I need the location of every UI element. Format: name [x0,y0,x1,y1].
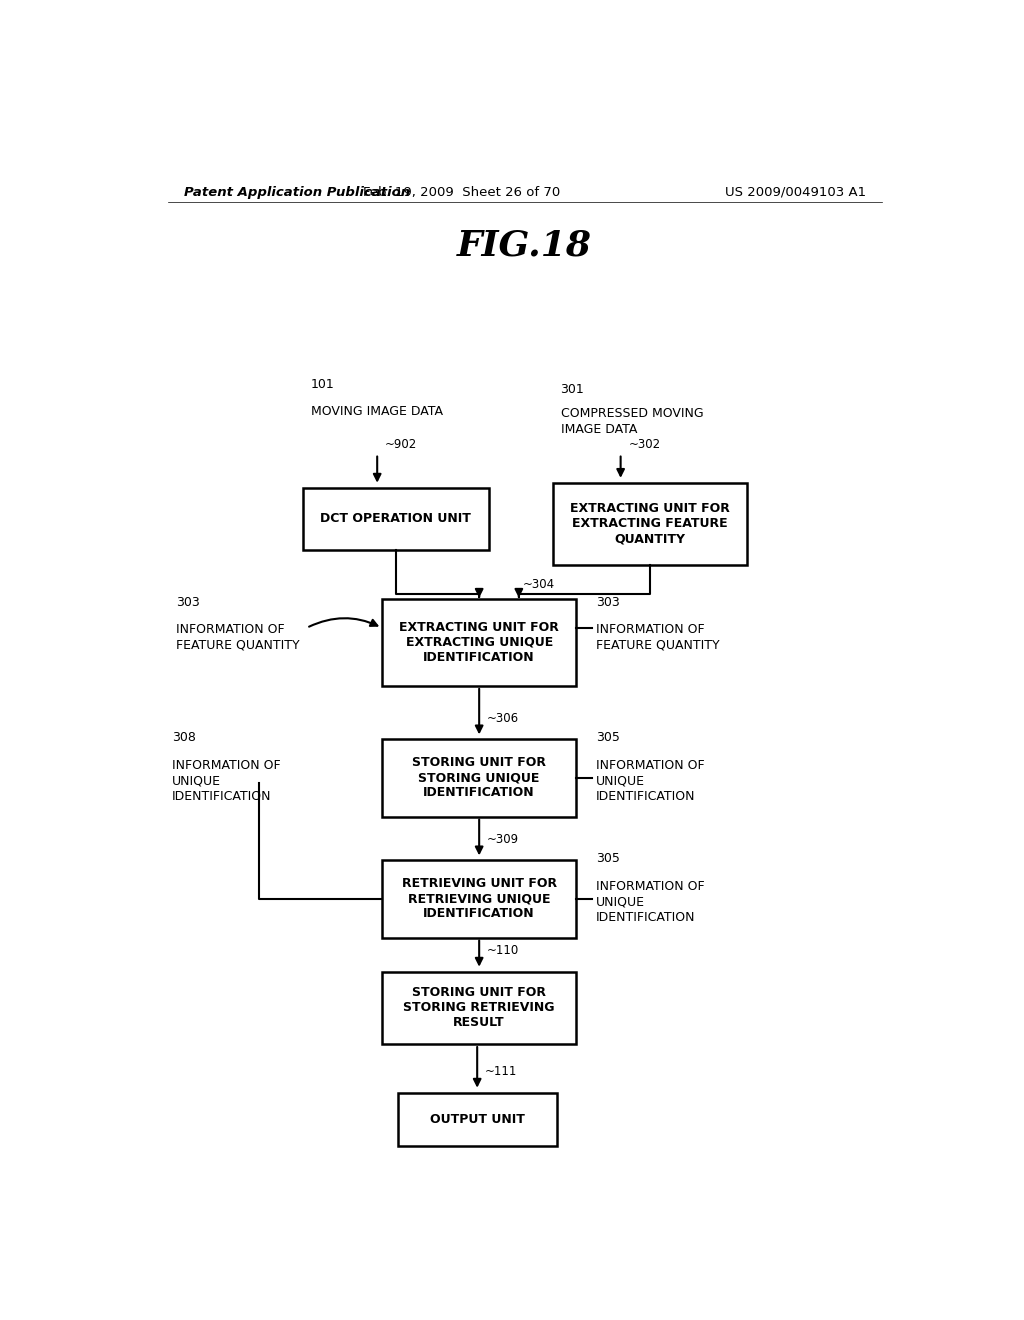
Text: OUTPUT UNIT: OUTPUT UNIT [430,1113,524,1126]
Text: IMAGE DATA: IMAGE DATA [560,422,637,436]
Text: ~304: ~304 [523,578,555,591]
Text: INFORMATION OF: INFORMATION OF [596,879,705,892]
Text: UNIQUE: UNIQUE [596,895,645,908]
Text: DCT OPERATION UNIT: DCT OPERATION UNIT [321,512,471,525]
Text: INFORMATION OF: INFORMATION OF [176,623,285,636]
Text: 303: 303 [176,595,200,609]
Text: 303: 303 [596,595,620,609]
Text: EXTRACTING UNIT FOR
EXTRACTING FEATURE
QUANTITY: EXTRACTING UNIT FOR EXTRACTING FEATURE Q… [569,503,730,545]
Text: ~309: ~309 [487,833,519,846]
Text: 305: 305 [596,731,621,744]
Bar [553,483,748,565]
Bar [303,487,489,550]
Text: 101: 101 [310,378,334,391]
Text: IDENTIFICATION: IDENTIFICATION [172,789,271,803]
Text: STORING UNIT FOR
STORING RETRIEVING
RESULT: STORING UNIT FOR STORING RETRIEVING RESU… [403,986,555,1030]
Text: UNIQUE: UNIQUE [172,774,220,787]
Bar [382,861,577,937]
Text: 305: 305 [596,851,621,865]
Text: ~306: ~306 [487,711,519,725]
Text: EXTRACTING UNIT FOR
EXTRACTING UNIQUE
IDENTIFICATION: EXTRACTING UNIT FOR EXTRACTING UNIQUE ID… [399,620,559,664]
Text: ~110: ~110 [487,944,519,957]
Bar [382,972,577,1044]
Text: STORING UNIT FOR
STORING UNIQUE
IDENTIFICATION: STORING UNIT FOR STORING UNIQUE IDENTIFI… [413,756,546,800]
Bar [397,1093,557,1146]
Text: FIG.18: FIG.18 [458,228,592,263]
Text: ~302: ~302 [629,438,660,450]
Text: ~902: ~902 [385,438,418,450]
Text: COMPRESSED MOVING: COMPRESSED MOVING [560,407,703,420]
Text: INFORMATION OF: INFORMATION OF [172,759,281,772]
Text: IDENTIFICATION: IDENTIFICATION [596,789,695,803]
Text: IDENTIFICATION: IDENTIFICATION [596,911,695,924]
Text: INFORMATION OF: INFORMATION OF [596,623,705,636]
Text: 308: 308 [172,731,196,744]
Text: RETRIEVING UNIT FOR
RETRIEVING UNIQUE
IDENTIFICATION: RETRIEVING UNIT FOR RETRIEVING UNIQUE ID… [401,878,557,920]
Text: UNIQUE: UNIQUE [596,774,645,787]
Text: Feb. 19, 2009  Sheet 26 of 70: Feb. 19, 2009 Sheet 26 of 70 [362,186,560,199]
Text: US 2009/0049103 A1: US 2009/0049103 A1 [725,186,866,199]
Bar [382,739,577,817]
Text: INFORMATION OF: INFORMATION OF [596,759,705,772]
Text: 301: 301 [560,383,585,396]
Text: ~111: ~111 [485,1065,517,1078]
Bar [382,599,577,686]
Text: Patent Application Publication: Patent Application Publication [183,186,410,199]
Text: FEATURE QUANTITY: FEATURE QUANTITY [176,639,299,652]
Text: FEATURE QUANTITY: FEATURE QUANTITY [596,639,720,652]
Text: MOVING IMAGE DATA: MOVING IMAGE DATA [310,405,442,418]
